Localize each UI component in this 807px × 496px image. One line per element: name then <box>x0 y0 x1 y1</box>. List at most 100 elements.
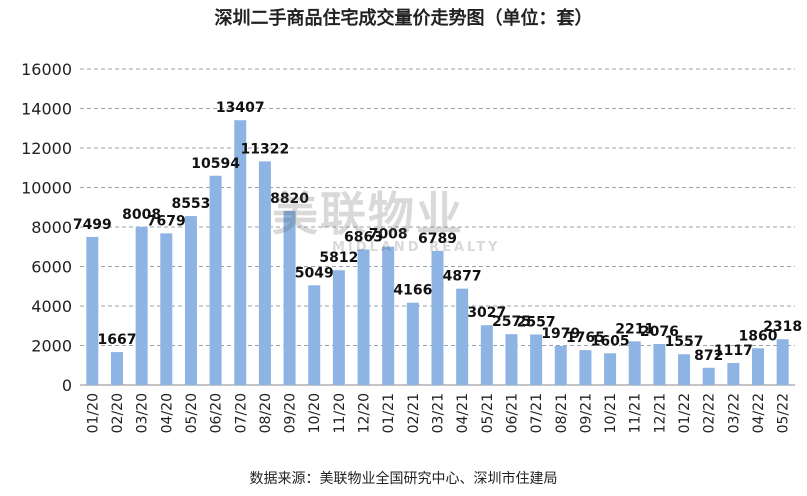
x-tick-label: 02/20 <box>110 393 126 433</box>
bar <box>776 339 789 385</box>
bar <box>653 343 666 385</box>
x-tick-label: 04/22 <box>751 393 767 433</box>
x-tick-label: 05/22 <box>776 393 792 433</box>
x-tick-label: 04/21 <box>455 393 471 433</box>
x-tick-label: 08/20 <box>258 393 274 433</box>
data-label: 7679 <box>147 213 186 229</box>
bar <box>382 246 395 385</box>
x-tick-label: 09/21 <box>578 393 594 433</box>
bar <box>579 350 592 385</box>
x-tick-label: 02/21 <box>406 393 422 433</box>
data-label: 8008 <box>122 207 161 223</box>
y-tick-label: 12000 <box>21 139 72 158</box>
x-tick-label: 01/21 <box>381 393 397 433</box>
data-label: 1557 <box>665 334 704 350</box>
bar <box>234 120 247 386</box>
x-tick-label: 09/20 <box>283 393 299 433</box>
bar <box>184 216 197 385</box>
data-label: 8820 <box>270 191 309 207</box>
y-axis: 0 2000 4000 6000 8000 10000 12000 14000 16000 <box>21 60 72 395</box>
x-tick-label: 03/21 <box>431 393 447 433</box>
bar <box>604 353 617 385</box>
bar <box>332 270 345 385</box>
data-label: 1765 <box>566 330 605 346</box>
y-tick-label: 8000 <box>31 218 72 237</box>
bar <box>110 352 123 385</box>
bar <box>505 334 518 385</box>
bar <box>456 288 469 385</box>
bar <box>283 210 296 385</box>
y-tick-label: 6000 <box>31 258 72 277</box>
bar <box>752 348 765 385</box>
data-label: 1860 <box>739 328 778 344</box>
data-label: 3027 <box>467 305 506 321</box>
y-tick-label: 2000 <box>31 337 72 356</box>
x-tick-label: 03/20 <box>135 393 151 433</box>
data-label: 11322 <box>241 141 290 157</box>
x-tick-label: 07/21 <box>529 393 545 433</box>
data-label: 13407 <box>216 100 265 116</box>
bar <box>135 226 148 385</box>
bar <box>406 302 419 385</box>
data-label: 6789 <box>418 231 457 247</box>
data-label: 6863 <box>344 229 383 245</box>
data-label: 7499 <box>73 217 112 233</box>
chart-title: 深圳二手商品住宅成交量价走势图（单位：套） <box>214 8 593 29</box>
bar <box>628 341 641 385</box>
x-tick-label: 05/20 <box>184 393 200 433</box>
bar <box>678 354 691 385</box>
data-label: 4877 <box>443 269 482 285</box>
bar <box>727 362 740 385</box>
bar <box>308 285 321 385</box>
x-tick-label: 11/20 <box>332 393 348 433</box>
x-tick-label: 12/21 <box>652 393 668 433</box>
y-tick-label: 4000 <box>31 297 72 316</box>
data-label: 7008 <box>369 227 408 243</box>
data-label: 2557 <box>517 314 556 330</box>
bar <box>209 175 222 385</box>
data-label: 2318 <box>763 319 802 335</box>
x-tick-label: 02/22 <box>702 393 718 433</box>
x-tick-label: 07/20 <box>233 393 249 433</box>
data-label: 1979 <box>541 326 580 342</box>
bar <box>554 345 567 385</box>
data-label: 1667 <box>97 332 136 348</box>
data-label: 2211 <box>615 321 654 337</box>
data-label: 5049 <box>295 265 334 281</box>
x-tick-label: 08/21 <box>554 393 570 433</box>
data-label: 4166 <box>393 283 432 299</box>
x-tick-label: 06/20 <box>209 393 225 433</box>
data-label: 1117 <box>714 343 753 359</box>
x-tick-label: 01/20 <box>85 393 101 433</box>
data-label: 1605 <box>591 333 630 349</box>
x-tick-label: 03/22 <box>726 393 742 433</box>
data-label: 2076 <box>640 324 679 340</box>
bar <box>357 249 370 385</box>
bar <box>702 367 715 385</box>
data-source: 数据来源：美联物业全国研究中心、深圳市住建局 <box>249 471 558 487</box>
x-tick-label: 01/22 <box>677 393 693 433</box>
bar <box>530 334 543 385</box>
bar <box>160 233 173 385</box>
data-label: 10594 <box>191 156 240 172</box>
x-tick-label: 06/21 <box>504 393 520 433</box>
x-tick-label: 12/20 <box>357 393 373 433</box>
y-tick-label: 10000 <box>21 179 72 198</box>
x-tick-label: 11/21 <box>628 393 644 433</box>
x-axis: 01/20 02/20 03/20 04/20 05/20 06/20 07/20 08/20… <box>85 393 791 433</box>
y-tick-label: 0 <box>62 376 72 395</box>
bar <box>258 161 271 385</box>
data-label: 5812 <box>319 250 358 266</box>
x-tick-label: 10/20 <box>307 393 323 433</box>
bar <box>86 236 99 385</box>
data-label: 2575 <box>492 314 531 330</box>
x-tick-label: 10/21 <box>603 393 619 433</box>
x-tick-label: 04/20 <box>159 393 175 433</box>
x-tick-label: 05/21 <box>480 393 496 433</box>
bar <box>480 325 493 385</box>
y-tick-label: 16000 <box>21 60 72 79</box>
data-label: 872 <box>694 348 723 364</box>
data-label: 8553 <box>171 196 210 212</box>
